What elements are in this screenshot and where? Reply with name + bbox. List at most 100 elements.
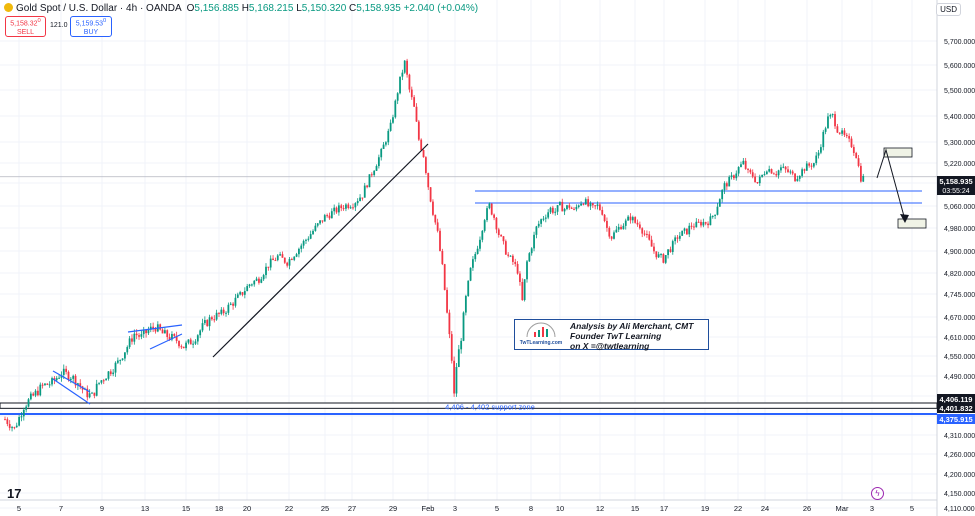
candle-body (218, 312, 220, 314)
candle-body (460, 340, 463, 350)
candle-body (201, 323, 204, 331)
candle-body (770, 169, 773, 174)
candle-body (787, 169, 789, 172)
candle-body (502, 236, 505, 242)
candle-body (37, 390, 39, 396)
x-tick-label: 5 (910, 504, 914, 513)
candle-body (855, 152, 858, 159)
low-label: L (296, 3, 302, 14)
candle-body (434, 214, 437, 223)
candle-body (794, 173, 796, 182)
buy-price: 5,159.53 (75, 20, 103, 28)
candle-body (584, 199, 587, 205)
candle-body (850, 138, 853, 148)
candle-body (678, 235, 681, 239)
candle-body (775, 174, 778, 176)
currency-button[interactable]: USD (936, 3, 961, 16)
candle-body (862, 175, 865, 182)
candle-body (159, 324, 162, 330)
candle-body (408, 74, 411, 90)
y-tick-label: 4,820.000 (944, 271, 975, 278)
candle-body (693, 226, 695, 228)
candle-body (27, 399, 30, 407)
candle-body (733, 175, 735, 179)
candle-body (142, 329, 145, 335)
candle-body (838, 132, 841, 134)
candle-body (48, 384, 51, 386)
candle-body (594, 205, 597, 207)
candle-body (540, 219, 543, 224)
candle-body (241, 292, 244, 295)
candle-body (102, 380, 105, 382)
candle-body (648, 234, 651, 240)
candle-body (399, 76, 401, 94)
candle-body (756, 181, 759, 184)
x-tick-label: 20 (243, 504, 251, 513)
candle-body (697, 221, 700, 223)
price-badge-value: 5,158.935 (939, 177, 972, 186)
candle-body (312, 230, 314, 235)
x-tick-label: 18 (215, 504, 223, 513)
candle-body (67, 371, 70, 380)
candle-body (69, 378, 72, 380)
candle-body (389, 122, 392, 131)
candle-body (742, 160, 745, 165)
high-value: 5,168.215 (248, 3, 294, 14)
y-tick-label: 4,110.000 (944, 506, 975, 513)
gold-symbol-icon (4, 3, 13, 12)
candle-body (11, 427, 13, 429)
candle-body (519, 273, 521, 282)
candle-body (109, 371, 112, 375)
candle-body (88, 393, 91, 398)
candle-body (563, 208, 566, 212)
candle-body (145, 329, 147, 334)
candle-body (683, 228, 686, 231)
sell-button[interactable]: 5,158.320 SELL (5, 16, 46, 37)
candle-body (568, 205, 571, 208)
tradingview-logo-icon: 17 (7, 486, 22, 501)
candle-body (737, 167, 740, 174)
candle-body (178, 340, 180, 347)
y-tick-label: 4,900.000 (944, 249, 975, 256)
candle-body (464, 295, 467, 313)
x-tick-label: 3 (870, 504, 874, 513)
candle-body (44, 383, 46, 385)
candle-body (95, 383, 98, 396)
y-tick-label: 5,600.000 (944, 63, 975, 70)
logo-text: TwTLearning.com (520, 340, 563, 346)
candle-body (495, 217, 498, 230)
lightning-icon[interactable]: ϟ (871, 487, 884, 500)
candle-body (805, 163, 808, 171)
candle-body (236, 294, 239, 298)
price-badge-value: 4,406.119 (940, 395, 973, 404)
x-tick-label: 15 (631, 504, 639, 513)
y-tick-label: 5,060.000 (944, 204, 975, 211)
change-value: +2.040 (+0.04%) (403, 3, 479, 14)
x-tick-label: Mar (836, 504, 849, 513)
candle-body (681, 230, 684, 236)
candle-body (857, 158, 860, 166)
candle-body (601, 209, 604, 215)
candle-body (340, 205, 343, 209)
buy-button[interactable]: 5,159.530 BUY (70, 16, 112, 37)
candle-body (290, 258, 293, 260)
candle-body (281, 254, 284, 258)
candle-body (124, 352, 126, 359)
candle-body (392, 117, 394, 123)
candle-body (551, 207, 554, 213)
candle-body (758, 176, 761, 184)
candle-body (18, 417, 21, 426)
candle-body (323, 215, 326, 222)
candle-body (288, 258, 291, 266)
candle-body (51, 378, 53, 385)
candle-body (704, 222, 707, 224)
candle-body (342, 208, 345, 210)
candle-body (133, 333, 136, 342)
candle-body (580, 203, 582, 206)
candle-body (309, 234, 312, 239)
candle-body (128, 338, 131, 348)
candle-body (836, 126, 839, 133)
candle-body (827, 116, 829, 129)
candle-body (768, 169, 771, 172)
